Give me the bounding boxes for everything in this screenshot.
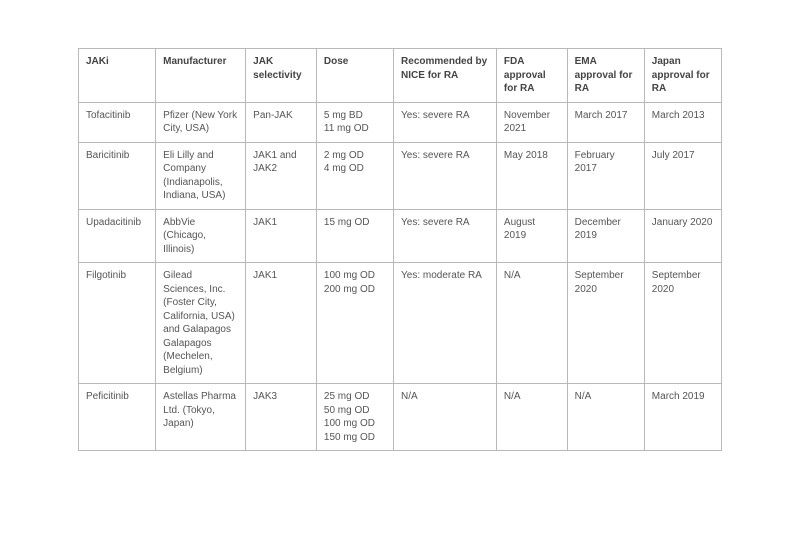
cell-name: Baricitinib — [79, 142, 156, 209]
cell-selectivity: JAK3 — [246, 384, 317, 451]
cell-selectivity: JAK1 and JAK2 — [246, 142, 317, 209]
col-header-manufacturer: Manufacturer — [156, 49, 246, 103]
cell-dose: 15 mg OD — [316, 209, 393, 263]
col-header-dose: Dose — [316, 49, 393, 103]
cell-selectivity: Pan-JAK — [246, 102, 317, 142]
table-header-row: JAKi Manufacturer JAK selectivity Dose R… — [79, 49, 722, 103]
cell-japan: September 2020 — [644, 263, 721, 384]
table-row: UpadacitinibAbbVie (Chicago, Illinois)JA… — [79, 209, 722, 263]
cell-dose: 2 mg OD4 mg OD — [316, 142, 393, 209]
cell-manufacturer: Pfizer (New York City, USA) — [156, 102, 246, 142]
cell-nice: N/A — [394, 384, 497, 451]
col-header-jaki: JAKi — [79, 49, 156, 103]
cell-nice: Yes: severe RA — [394, 209, 497, 263]
cell-nice: Yes: moderate RA — [394, 263, 497, 384]
cell-japan: March 2013 — [644, 102, 721, 142]
cell-selectivity: JAK1 — [246, 263, 317, 384]
cell-name: Filgotinib — [79, 263, 156, 384]
cell-name: Tofacitinib — [79, 102, 156, 142]
cell-fda: N/A — [496, 384, 567, 451]
cell-dose: 100 mg OD200 mg OD — [316, 263, 393, 384]
table-body: TofacitinibPfizer (New York City, USA)Pa… — [79, 102, 722, 451]
table-row: PeficitinibAstellas Pharma Ltd. (Tokyo, … — [79, 384, 722, 451]
cell-name: Peficitinib — [79, 384, 156, 451]
cell-ema: N/A — [567, 384, 644, 451]
table-row: BaricitinibEli Lilly and Company (Indian… — [79, 142, 722, 209]
table-row: FilgotinibGilead Sciences, Inc. (Foster … — [79, 263, 722, 384]
cell-japan: March 2019 — [644, 384, 721, 451]
cell-manufacturer: Astellas Pharma Ltd. (Tokyo, Japan) — [156, 384, 246, 451]
cell-japan: January 2020 — [644, 209, 721, 263]
cell-manufacturer: Eli Lilly and Company (Indianapolis, Ind… — [156, 142, 246, 209]
cell-fda: August 2019 — [496, 209, 567, 263]
cell-manufacturer: AbbVie (Chicago, Illinois) — [156, 209, 246, 263]
col-header-nice: Recommended by NICE for RA — [394, 49, 497, 103]
cell-dose: 25 mg OD50 mg OD100 mg OD150 mg OD — [316, 384, 393, 451]
cell-fda: N/A — [496, 263, 567, 384]
cell-dose: 5 mg BD11 mg OD — [316, 102, 393, 142]
col-header-ema: EMA approval for RA — [567, 49, 644, 103]
cell-nice: Yes: severe RA — [394, 142, 497, 209]
cell-fda: November 2021 — [496, 102, 567, 142]
cell-japan: July 2017 — [644, 142, 721, 209]
jaki-table: JAKi Manufacturer JAK selectivity Dose R… — [78, 48, 722, 451]
cell-ema: December 2019 — [567, 209, 644, 263]
col-header-selectivity: JAK selectivity — [246, 49, 317, 103]
cell-selectivity: JAK1 — [246, 209, 317, 263]
col-header-fda: FDA approval for RA — [496, 49, 567, 103]
table-row: TofacitinibPfizer (New York City, USA)Pa… — [79, 102, 722, 142]
cell-ema: March 2017 — [567, 102, 644, 142]
cell-manufacturer: Gilead Sciences, Inc. (Foster City, Cali… — [156, 263, 246, 384]
cell-ema: September 2020 — [567, 263, 644, 384]
cell-fda: May 2018 — [496, 142, 567, 209]
cell-ema: February 2017 — [567, 142, 644, 209]
cell-name: Upadacitinib — [79, 209, 156, 263]
col-header-japan: Japan approval for RA — [644, 49, 721, 103]
cell-nice: Yes: severe RA — [394, 102, 497, 142]
